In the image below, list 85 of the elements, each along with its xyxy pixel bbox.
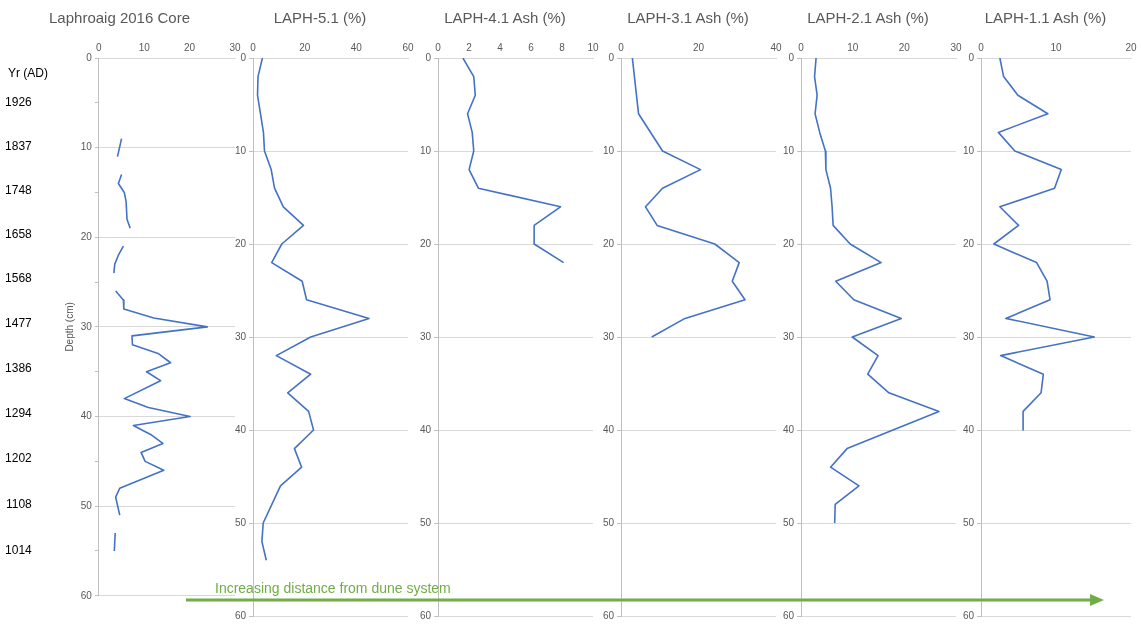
x-tick-label: 4 [497,41,504,53]
y2-tick-label: 1568 [5,271,33,286]
y-tick-label: 20 [783,237,795,249]
y-tick-label: 40 [80,410,93,422]
y-tick-label: 0 [968,51,975,63]
y-tick-label: 40 [603,423,615,435]
chart-title: LAPH-3.1 Ash (%) [627,9,749,27]
x-tick-label: 0 [978,41,985,53]
y-tick-label: 0 [788,51,795,63]
x-tick-label: 0 [798,41,805,53]
y2-tick-label: 1748 [5,182,33,197]
y-tick-label: 50 [603,516,615,528]
y-tick-label: 10 [235,144,247,156]
annotation: Increasing distance from dune system [215,580,451,596]
x-tick-label: 20 [299,41,311,53]
y-tick-label: 60 [603,609,615,621]
x-tick-label: 20 [898,41,911,53]
y-tick-label: 50 [235,516,247,528]
y2-axis-title: Yr (AD) [8,66,48,81]
x-tick-label: 2 [466,41,473,53]
x-tick-label: 0 [250,41,257,53]
y2-tick-label: 1108 [5,497,33,512]
y-tick-label: 20 [80,231,93,243]
y-tick-label: 40 [235,423,247,435]
x-tick-label: 30 [950,41,962,53]
y-tick-label: 30 [235,330,247,342]
y-tick-label: 60 [783,609,795,621]
x-tick-label: 10 [587,41,599,53]
x-tick-label: 0 [435,41,442,53]
y-tick-label: 30 [783,330,795,342]
x-tick-label: 8 [559,41,566,53]
y-tick-label: 60 [80,589,93,601]
x-tick-label: 6 [528,41,535,53]
y-tick-label: 20 [235,237,247,249]
y2-tick-label: 1658 [5,226,33,241]
y-tick-label: 10 [963,144,975,156]
y-tick-label: 0 [425,51,432,63]
y-tick-label: 10 [420,144,432,156]
y-tick-label: 20 [420,237,432,249]
y-tick-label: 20 [963,237,975,249]
y-tick-label: 30 [420,330,432,342]
y-tick-label: 10 [80,141,93,153]
y2-tick-label: 1014 [5,543,33,558]
y2-tick-label: 1202 [5,450,33,465]
x-tick-label: 0 [96,41,103,53]
y-tick-label: 0 [608,51,615,63]
y-axis-title: Depth (cm) [63,302,75,352]
y-tick-label: 60 [963,609,975,621]
x-tick-label: 40 [770,41,782,53]
y-tick-label: 10 [783,144,795,156]
y-tick-label: 0 [240,51,247,63]
chart-title: LAPH-2.1 Ash (%) [807,9,929,27]
y-tick-label: 30 [80,320,93,332]
y-tick-label: 60 [235,609,247,621]
x-tick-label: 40 [350,41,363,53]
y-tick-label: 0 [86,51,93,63]
y2-tick-label: 1294 [5,405,33,420]
x-tick-label: 20 [184,41,196,53]
y-tick-label: 50 [783,516,795,528]
y-tick-label: 50 [963,516,975,528]
x-tick-label: 0 [618,41,625,53]
y-tick-label: 50 [420,516,432,528]
y2-tick-label: 1386 [5,360,33,375]
y-tick-label: 30 [603,330,615,342]
chart-title: LAPH-4.1 Ash (%) [444,9,566,27]
y-tick-label: 20 [603,237,615,249]
x-tick-label: 10 [847,41,859,53]
chart-title: Laphroaig 2016 Core [49,9,190,27]
y-tick-label: 60 [420,609,432,621]
x-tick-label: 20 [1125,41,1137,53]
y2-tick-label: 1477 [5,315,33,330]
y-tick-label: 10 [603,144,615,156]
y2-tick-label: 1837 [5,138,33,153]
y2-tick-label: 1926 [5,95,33,110]
x-tick-label: 20 [693,41,705,53]
y-tick-label: 40 [783,423,795,435]
y-tick-label: 40 [963,423,975,435]
y-tick-label: 40 [420,423,432,435]
y-tick-label: 30 [963,330,975,342]
x-tick-label: 60 [402,41,414,53]
chart-title: LAPH-5.1 (%) [273,9,367,27]
chart-title: LAPH-1.1 Ash (%) [984,9,1107,27]
x-tick-label: 10 [138,41,151,53]
x-tick-label: 10 [1050,41,1063,53]
y-tick-label: 50 [80,499,93,511]
